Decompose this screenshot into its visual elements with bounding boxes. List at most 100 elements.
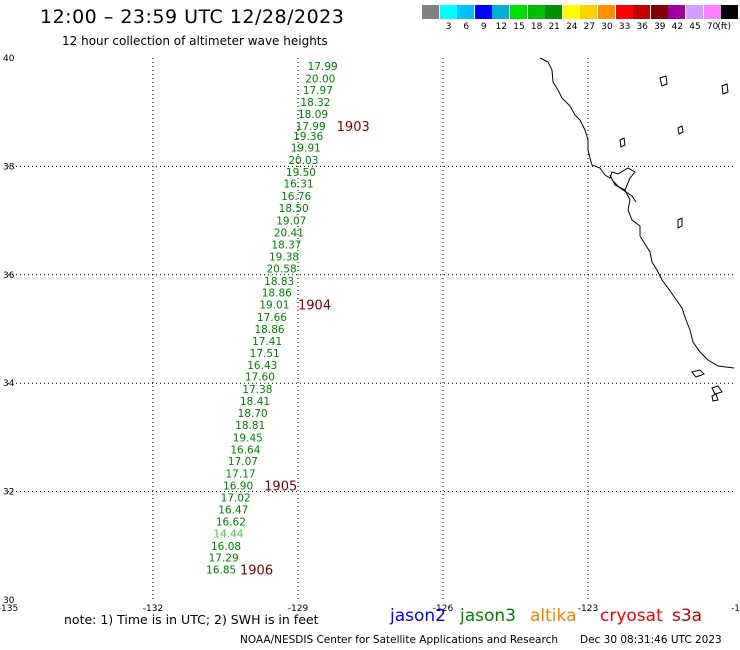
legend-label: 21 — [548, 22, 560, 32]
wave-height-value: 16.43 — [247, 360, 277, 372]
wave-height-value: 18.81 — [235, 420, 265, 432]
wave-height-value: 17.38 — [242, 384, 272, 396]
legend-label: 30 — [601, 22, 613, 32]
lon-tick-label: -123 — [578, 604, 598, 614]
wave-height-value: 17.29 — [209, 553, 239, 565]
wave-height-value: 17.99 — [296, 121, 326, 133]
satellite-name: s3a — [672, 606, 703, 626]
legend-label: 15 — [513, 22, 525, 32]
legend-swatch — [668, 5, 686, 19]
wave-height-value: 18.50 — [279, 203, 309, 215]
lat-tick-label: 38 — [3, 162, 15, 172]
lon-tick-label: -120 — [731, 604, 740, 614]
legend-swatch — [721, 5, 739, 19]
legend-label: 24 — [566, 22, 578, 32]
lat-tick-label: 32 — [3, 488, 14, 498]
satellite-name: cryosat — [600, 606, 663, 626]
legend-swatch — [545, 5, 563, 19]
legend-label: 42 — [671, 22, 684, 32]
wave-height-value: 19.01 — [259, 300, 289, 312]
lat-tick-label: 30 — [3, 596, 15, 606]
wave-height-value: 18.86 — [262, 288, 292, 300]
time-mark-label: 1904 — [298, 299, 331, 314]
legend-swatch — [686, 5, 703, 19]
legend-unit: (ft) — [717, 22, 731, 32]
wave-height-value: 16.85 — [206, 565, 236, 577]
legend-swatch — [510, 5, 527, 19]
lat-lon-grid — [8, 58, 733, 600]
satellite-name: jason2 — [390, 606, 446, 626]
legend-swatch — [457, 5, 475, 19]
legend-label: 9 — [480, 22, 487, 32]
wave-height-value: 19.07 — [276, 216, 306, 228]
generated-timestamp: Dec 30 08:31:46 UTC 2023 — [580, 634, 722, 646]
lon-tick-label: -135 — [0, 604, 18, 614]
time-mark-label: 1903 — [337, 120, 370, 135]
legend-swatch — [633, 5, 651, 19]
california-coastline — [539, 57, 735, 402]
wave-height-value: 17.60 — [245, 372, 275, 384]
lon-tick-label: -126 — [433, 604, 454, 614]
legend-label: 70 — [706, 22, 719, 32]
wave-height-value: 20.58 — [267, 263, 297, 275]
wave-height-value: 17.02 — [221, 493, 251, 505]
wave-height-value: 18.41 — [240, 396, 270, 408]
legend-label: 45 — [689, 22, 701, 32]
wave-height-value: 16.31 — [284, 179, 314, 191]
wave-height-value: 19.38 — [269, 251, 299, 263]
legend-swatch — [703, 5, 721, 19]
lat-tick-label: 36 — [3, 271, 15, 281]
wave-height-value: 18.83 — [264, 276, 294, 288]
time-mark-label: 1905 — [264, 480, 297, 495]
wave-height-value: 18.86 — [255, 324, 285, 336]
legend-label: 27 — [583, 22, 596, 32]
wave-height-value: 16.90 — [223, 481, 253, 493]
satellite-name: altika — [530, 606, 577, 626]
wave-height-value: 16.64 — [230, 444, 260, 456]
wave-height-value: 20.03 — [288, 155, 318, 167]
time-mark-label: 1906 — [240, 564, 273, 579]
lat-tick-label: 34 — [3, 379, 15, 389]
wave-height-value: 17.51 — [250, 348, 280, 360]
wave-height-value: 17.66 — [257, 312, 287, 324]
wave-height-value: 20.00 — [305, 74, 335, 86]
wave-height-value: 17.99 — [308, 61, 338, 73]
wave-height-value: 19.50 — [286, 167, 316, 179]
wave-height-value: 17.07 — [228, 456, 258, 468]
credit-line: NOAA/NESDIS Center for Satellite Applica… — [240, 634, 558, 646]
legend-swatch — [422, 5, 439, 19]
altimeter-track: 17.9920.0017.9718.3218.0917.9919.3619.91… — [206, 61, 338, 577]
lat-tick-label: 40 — [3, 54, 15, 64]
wave-height-value: 19.91 — [291, 142, 321, 154]
wave-height-value: 17.17 — [226, 469, 256, 481]
map-title: 12:00 – 23:59 UTC 12/28/2023 — [40, 6, 345, 28]
legend-label: 3 — [445, 22, 452, 32]
legend-swatch — [527, 5, 545, 19]
legend-swatch — [439, 5, 457, 19]
wave-height-value: 19.36 — [293, 131, 323, 143]
legend-swatch — [598, 5, 615, 19]
wave-height-value: 14.44 — [213, 528, 243, 540]
wave-height-value: 16.47 — [218, 504, 248, 516]
axis-labels: -135 -132 -129 -126 -123 -120 40 38 36 34 32 30 — [0, 54, 740, 614]
legend-swatch — [474, 5, 492, 19]
wave-height-value: 17.97 — [303, 85, 333, 97]
legend-label: 6 — [463, 22, 470, 32]
legend-swatch — [650, 5, 668, 19]
legend-label: 18 — [530, 22, 543, 32]
satellite-name: jason3 — [460, 606, 516, 626]
lon-tick-label: -129 — [288, 604, 309, 614]
wave-height-value: 17.41 — [252, 336, 282, 348]
wave-height-value: 18.70 — [238, 408, 268, 420]
wave-height-color-legend: 3 6 9 12 15 18 21 24 27 30 33 36 39 42 45 70 (ft) — [422, 5, 740, 37]
map-subtitle: 12 hour collection of altimeter wave hei… — [62, 34, 328, 48]
wave-height-value: 18.32 — [300, 97, 330, 109]
time-marks: 1903 1904 1905 1906 — [240, 120, 370, 579]
wave-height-value: 18.37 — [271, 239, 301, 251]
legend-swatch — [615, 5, 633, 19]
legend-swatch — [580, 5, 598, 19]
legend-label: 39 — [654, 22, 666, 32]
wave-height-value: 18.09 — [298, 109, 328, 121]
footer-note: note: 1) Time is in UTC; 2) SWH is in fe… — [64, 612, 319, 627]
